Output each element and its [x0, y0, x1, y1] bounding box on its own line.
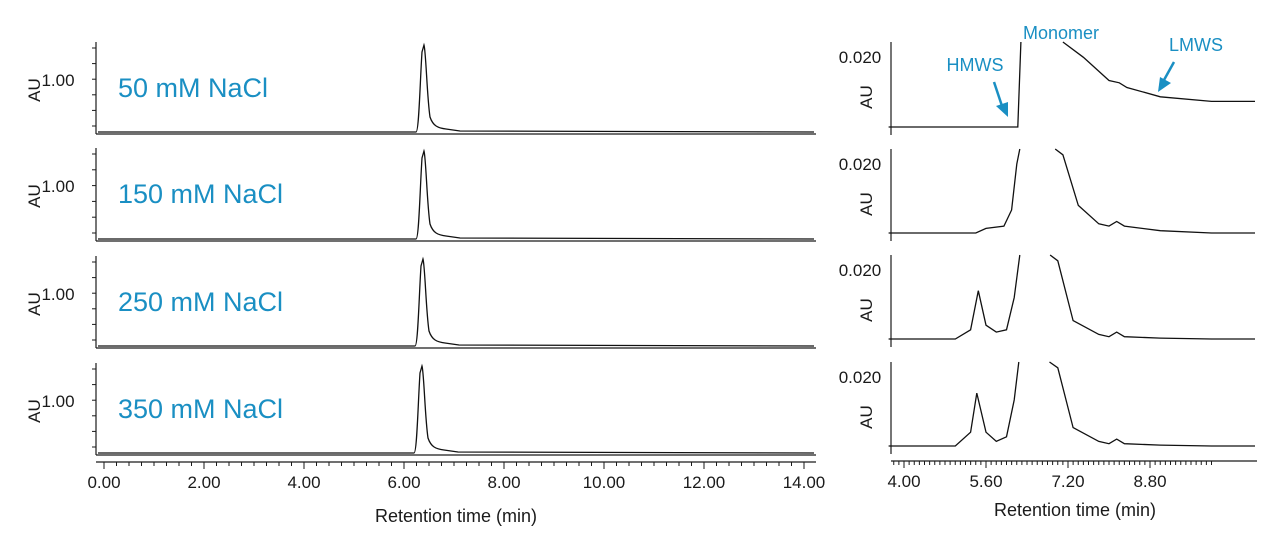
- left-x-tick-label: 6.00: [387, 473, 420, 492]
- zoom-trace-post-monomer: [1062, 41, 1255, 103]
- left-x-tick-label: 12.00: [683, 473, 726, 492]
- left-x-tick-label: 0.00: [87, 473, 120, 492]
- series-label: 50 mM NaCl: [118, 73, 268, 103]
- zoom-trace-panel: 0.020 AU: [839, 361, 1255, 454]
- right-zoomed-panel: 0.020 AU 0.020 AU 0.020 AU 0.020 AU 4.00 5.60 7.20…: [839, 41, 1257, 491]
- zoom-trace-post-monomer: [1049, 361, 1255, 447]
- chromatogram-trace: [98, 42, 815, 133]
- right-x-tick-label: 8.80: [1133, 472, 1166, 491]
- series-label: 250 mM NaCl: [118, 287, 283, 317]
- right-y-axis-label: AU: [857, 405, 876, 429]
- right-x-tick-label: 7.20: [1051, 472, 1084, 491]
- left-y-axis-label: AU: [25, 292, 44, 316]
- left-y-axis-label: AU: [25, 78, 44, 102]
- zoom-trace-pre-monomer: [888, 41, 1022, 128]
- left-y-tick-label: 1.00: [41, 285, 74, 304]
- right-y-tick-label: 0.020: [839, 368, 882, 387]
- monomer-annotation: Monomer: [1023, 23, 1099, 43]
- right-x-tick-label: 5.60: [969, 472, 1002, 491]
- left-y-tick-label: 1.00: [41, 177, 74, 196]
- hmws-arrow: [992, 81, 1008, 117]
- left-y-axis-label: AU: [25, 184, 44, 208]
- zoom-trace-pre-monomer: [888, 254, 1021, 340]
- left-y-tick-label: 1.00: [41, 392, 74, 411]
- zoom-trace-post-monomer: [1054, 148, 1255, 234]
- right-x-axis-label: Retention time (min): [994, 500, 1156, 520]
- left-x-tick-label: 8.00: [487, 473, 520, 492]
- left-x-tick-label: 14.00: [783, 473, 826, 492]
- lmws-annotation: LMWS: [1169, 35, 1223, 55]
- left-y-tick-label: 1.00: [41, 71, 74, 90]
- hmws-annotation: HMWS: [947, 55, 1004, 75]
- right-y-tick-label: 0.020: [839, 261, 882, 280]
- right-x-tick-label: 4.00: [887, 472, 920, 491]
- zoom-trace-pre-monomer: [888, 148, 1021, 234]
- lmws-arrow: [1158, 61, 1176, 92]
- left-x-tick-label: 2.00: [187, 473, 220, 492]
- left-x-axis-label: Retention time (min): [375, 506, 537, 526]
- chromatogram-trace: [98, 148, 815, 240]
- series-label: 350 mM NaCl: [118, 394, 283, 424]
- left-x-tick-label: 4.00: [287, 473, 320, 492]
- right-y-axis-label: AU: [857, 85, 876, 109]
- series-label: 150 mM NaCl: [118, 179, 283, 209]
- left-x-tick-label: 10.00: [583, 473, 626, 492]
- left-y-axis-label: AU: [25, 399, 44, 423]
- zoom-trace-pre-monomer: [888, 361, 1020, 447]
- right-y-tick-label: 0.020: [839, 155, 882, 174]
- right-y-tick-label: 0.020: [839, 48, 882, 67]
- zoom-trace-panel: 0.020 AU: [839, 254, 1255, 347]
- right-y-axis-label: AU: [857, 192, 876, 216]
- zoom-trace-post-monomer: [1049, 254, 1255, 340]
- zoom-trace-panel: 0.020 AU: [839, 41, 1255, 135]
- right-y-axis-label: AU: [857, 298, 876, 322]
- chromatogram-trace: [98, 363, 815, 454]
- chromatogram-trace: [98, 256, 815, 347]
- zoom-trace-panel: 0.020 AU: [839, 148, 1255, 241]
